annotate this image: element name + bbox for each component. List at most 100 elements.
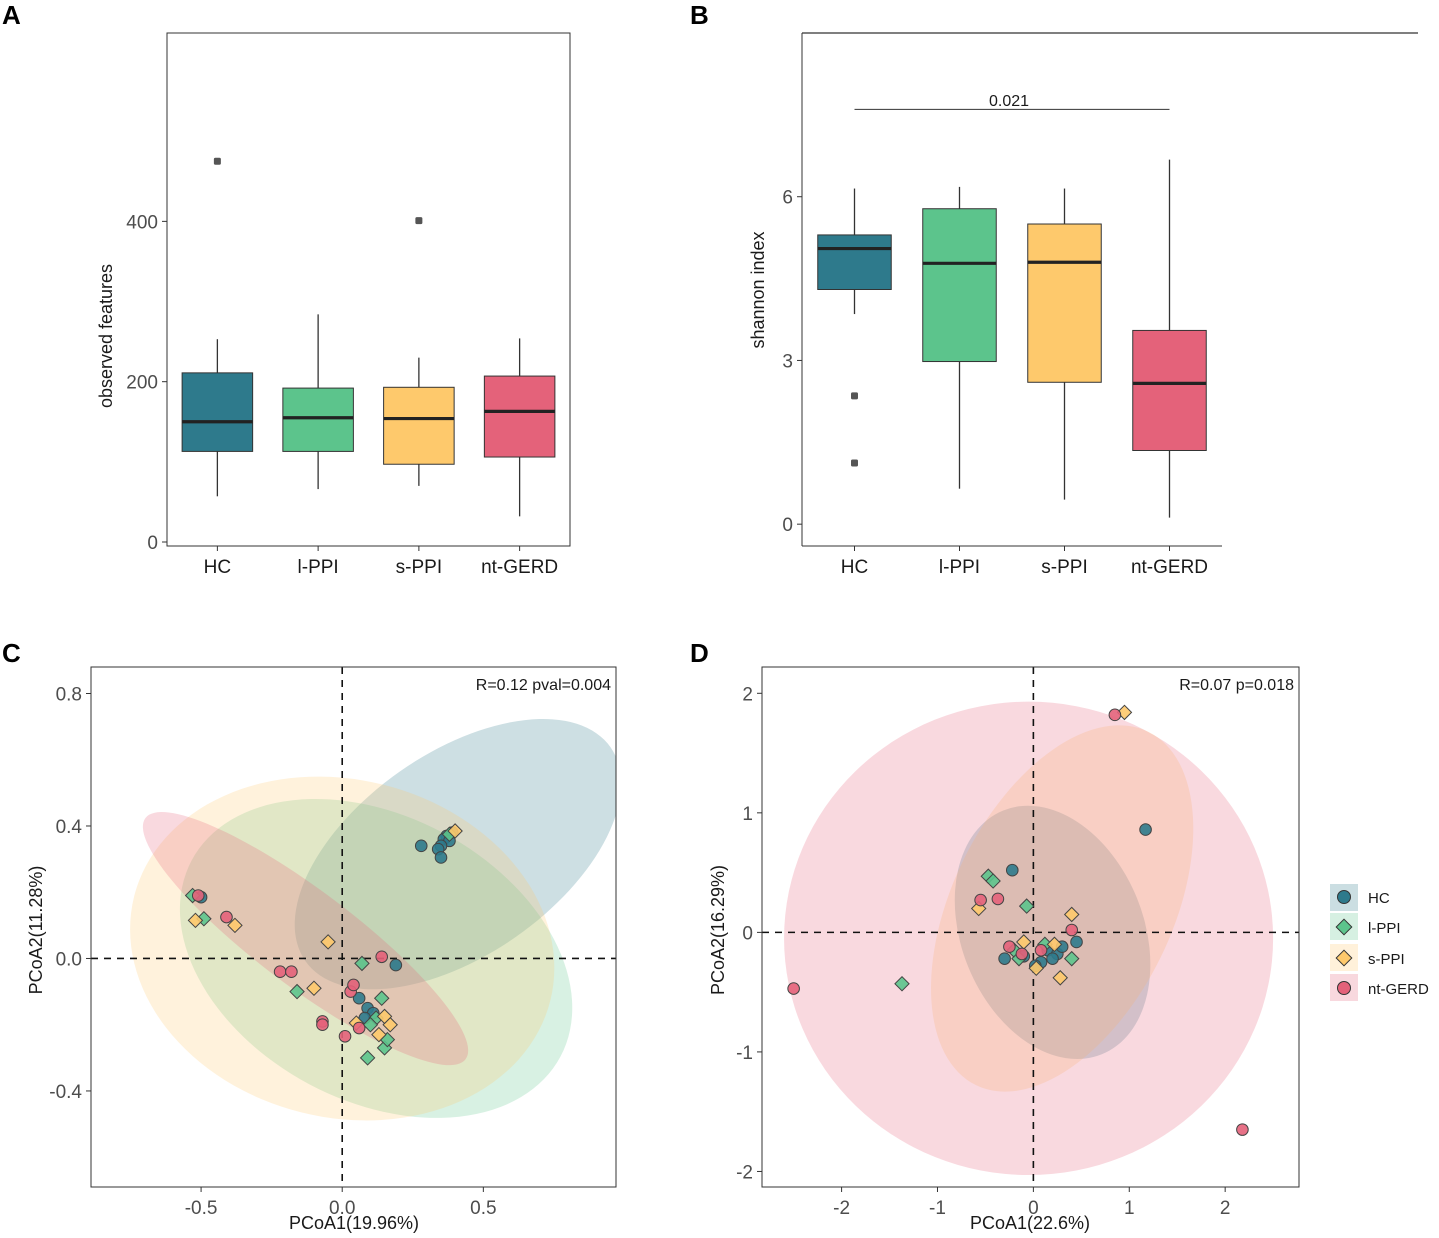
panel-a-ytick-label: 200	[126, 373, 158, 394]
panel-b-ylabel: shannon index	[748, 231, 768, 348]
panel-a-category-label-nt-gerd: nt-GERD	[481, 557, 558, 578]
legend-label-hc: HC	[1368, 890, 1390, 907]
panel-d-point-l-ppi	[985, 873, 1001, 889]
panel-b-category-label-hc: HC	[841, 557, 868, 578]
panel-d-point-l-ppi	[1063, 950, 1080, 967]
panel-label-a: A	[2, 0, 21, 30]
panel-d-xtick-label: 2	[1220, 1198, 1231, 1219]
panel-d-ytick-label: -1	[736, 1043, 753, 1064]
panel-c-frame	[90, 666, 617, 1188]
panel-c-ytick-label: 0.4	[56, 817, 83, 838]
panel-d-point-hc	[1005, 863, 1019, 877]
legend: HC l-PPI s-PPI nt-GERD	[1330, 884, 1429, 1001]
panel-b-hc-outlier	[851, 459, 858, 467]
panel-c-point-l-ppi	[362, 1016, 379, 1033]
panel-label-c: C	[2, 638, 21, 668]
panel-d-point-s-ppi	[1052, 970, 1069, 986]
panel-c-ellipse-hc	[294, 718, 616, 990]
panel-c-xtick-label: 0.0	[329, 1198, 355, 1219]
panel-d-ellipse-nt-gerd	[784, 701, 1274, 1176]
panel-c-point-nt-gerd	[375, 950, 389, 964]
panel-d-point-hc	[998, 952, 1011, 965]
panel-b-category-label-s-ppi: s-PPI	[1041, 557, 1087, 578]
legend-label-l-ppi: l-PPI	[1368, 920, 1401, 937]
panel-a-hc-box	[181, 372, 254, 452]
panel-b-ytick-label: 0	[782, 515, 793, 536]
panel-c-ytick-label: 0.0	[56, 949, 82, 970]
panel-c-point-s-ppi	[187, 912, 204, 929]
panel-c-xtick-label: -0.5	[185, 1198, 218, 1219]
legend-marker-l-ppi	[1335, 918, 1353, 936]
panel-label-b: B	[690, 0, 709, 30]
panel-d-ytick-label: 2	[742, 684, 753, 705]
panel-d-point-nt-gerd	[1236, 1123, 1249, 1136]
panel-d-point-nt-gerd	[974, 893, 987, 907]
panel-c-point-nt-gerd	[338, 1029, 352, 1043]
panel-c-xtick-label: 0.5	[470, 1198, 496, 1219]
panel-c-xlabel: PCoA1(19.96%)	[289, 1213, 419, 1233]
panel-d-annotation: R=0.07 p=0.018	[1179, 677, 1294, 694]
panel-c-plot-area	[91, 667, 616, 1187]
panel-a-category-label-hc: HC	[204, 557, 231, 578]
panel-a-plot: 0 200 400 HC l-PPI s-PPI nt-GERD	[126, 32, 571, 578]
panel-d-point-nt-gerd	[1015, 947, 1029, 961]
legend-marker-nt-gerd	[1337, 981, 1351, 995]
panel-d-point-s-ppi	[1028, 960, 1045, 977]
panel-a-hc-outlier	[213, 157, 221, 165]
panel-c-annotation: R=0.12 pval=0.004	[476, 677, 611, 694]
panel-c-point-nt-gerd	[352, 1021, 366, 1035]
panel-d-point-l-ppi	[894, 976, 910, 992]
panel-d-xlabel: PCoA1(22.6%)	[970, 1213, 1090, 1233]
panel-d-point-nt-gerd	[1108, 708, 1122, 722]
panel-d-point-l-ppi	[1018, 898, 1035, 914]
panel-d-point-nt-gerd	[1034, 944, 1048, 957]
panel-d-point-nt-gerd	[787, 982, 800, 995]
panel-b-category-label-nt-gerd: nt-GERD	[1131, 557, 1208, 578]
panel-d-ytick-label: 0	[742, 923, 753, 944]
panel-d-frame	[761, 666, 1300, 1188]
panel-c-point-l-ppi	[289, 983, 305, 1000]
panel-d-point-hc	[1139, 823, 1152, 836]
panel-d-point-nt-gerd	[1003, 940, 1016, 954]
panel-b-s-ppi-box	[1027, 223, 1102, 383]
panel-c-point-s-ppi	[376, 1008, 393, 1025]
panel-c-ytick-label: -0.4	[49, 1082, 82, 1103]
panel-d-xtick-label: 1	[1124, 1198, 1135, 1219]
panel-d-point-hc	[1070, 935, 1083, 949]
panel-c-point-s-ppi	[320, 934, 336, 950]
panel-c-point-s-ppi	[371, 1026, 387, 1043]
panel-b-plot: 0 3 6 HC l-PPI s-PPI nt-GERD	[782, 32, 1418, 578]
panel-a-ytick-label: 400	[126, 212, 158, 233]
panel-b-category-label-l-ppi: l-PPI	[939, 557, 980, 578]
legend-label-nt-gerd: nt-GERD	[1368, 981, 1429, 998]
panel-c-point-nt-gerd	[285, 965, 298, 979]
panel-b-ytick-label: 3	[782, 351, 793, 372]
panel-b-l-ppi-box	[922, 208, 997, 363]
panel-a-s-ppi-box	[383, 386, 455, 465]
panel-d-ytick-label: -2	[736, 1162, 753, 1183]
legend-marker-hc	[1337, 890, 1351, 904]
panel-c-point-nt-gerd	[191, 889, 205, 902]
panel-a-category-label-l-ppi: l-PPI	[298, 557, 339, 578]
panel-d-point-hc	[1046, 952, 1059, 965]
panel-d-point-nt-gerd	[991, 892, 1005, 906]
panel-d-ylabel: PCoA2(16.29%)	[708, 865, 728, 995]
panel-a-l-ppi-box	[282, 387, 354, 452]
panel-b-hc-box	[817, 234, 892, 291]
panel-b-significance-label: 0.021	[989, 93, 1029, 110]
panel-c-point-l-ppi	[359, 1050, 376, 1066]
panel-c-plot: -0.5 0.0 0.5 -0.4 0.0 0.4 0.8	[49, 666, 617, 1219]
panel-d-ellipse-s-ppi	[931, 725, 1194, 1092]
panel-c-point-hc	[389, 958, 403, 972]
panel-a-category-label-s-ppi: s-PPI	[396, 557, 442, 578]
panel-c-point-hc	[434, 851, 448, 864]
panel-c-point-s-ppi	[306, 980, 322, 997]
panel-c-ellipse-nt-gerd	[142, 812, 469, 1066]
panel-d-ytick-label: 1	[742, 804, 753, 825]
panel-a-frame	[166, 32, 571, 547]
panel-c-point-l-ppi	[354, 955, 370, 972]
panel-c-point-s-ppi	[227, 917, 243, 934]
panel-b-nt-gerd-box	[1132, 329, 1207, 451]
panel-c-point-nt-gerd	[316, 1018, 329, 1032]
